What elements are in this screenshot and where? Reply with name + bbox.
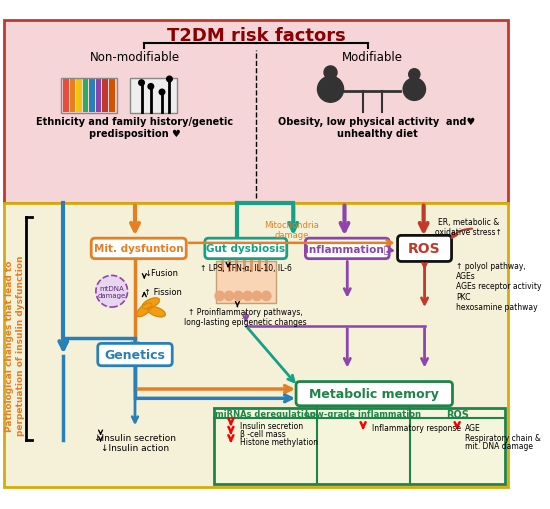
FancyBboxPatch shape [98,344,172,366]
Text: InflammationⓂ: InflammationⓂ [305,244,390,254]
Text: Obesity, low physical activity  and♥
unhealthy diet: Obesity, low physical activity and♥ unhe… [278,117,476,138]
Text: Mit. dysfuntion: Mit. dysfuntion [94,244,184,254]
FancyBboxPatch shape [398,236,452,262]
FancyBboxPatch shape [216,261,276,304]
Circle shape [215,292,224,301]
Text: ROS: ROS [446,409,469,419]
Ellipse shape [147,307,166,317]
FancyBboxPatch shape [90,80,95,112]
Circle shape [409,70,420,81]
FancyBboxPatch shape [4,204,508,487]
FancyBboxPatch shape [296,382,453,406]
Text: T2DM risk factors: T2DM risk factors [167,27,345,45]
FancyBboxPatch shape [91,239,186,259]
Circle shape [96,276,128,307]
Text: Genetics: Genetics [104,348,166,361]
Text: Insulin secretion: Insulin secretion [240,421,304,430]
Text: Respiratory chain &: Respiratory chain & [465,433,541,442]
Text: Modifiable: Modifiable [342,51,403,64]
Circle shape [167,77,172,82]
Circle shape [224,292,234,301]
Circle shape [243,292,252,301]
Ellipse shape [142,298,160,309]
FancyBboxPatch shape [83,80,89,112]
FancyBboxPatch shape [102,80,108,112]
Text: Histone methylation: Histone methylation [240,438,318,446]
Text: ↓Insulin secretion
↓Insulin action: ↓Insulin secretion ↓Insulin action [94,433,176,453]
FancyBboxPatch shape [70,80,75,112]
Text: Ethnicity and family history/genetic
predisposition ♥: Ethnicity and family history/genetic pre… [36,117,234,138]
Circle shape [234,292,243,301]
Text: ↓Fusion: ↓Fusion [144,269,178,277]
Circle shape [403,79,426,101]
FancyBboxPatch shape [63,80,69,112]
Text: ↑ LPS, TFN-α, IL-10, IL-6: ↑ LPS, TFN-α, IL-10, IL-6 [200,264,292,273]
Circle shape [139,81,144,87]
Text: Low-grade inflammation: Low-grade inflammation [305,409,421,418]
FancyBboxPatch shape [205,239,287,259]
Circle shape [159,90,165,96]
Text: miRNAs deregulation: miRNAs deregulation [215,409,316,418]
Circle shape [148,84,153,90]
Text: β -cell mass: β -cell mass [240,429,286,438]
Text: ↑ polyol pathway,
AGEs
AGEs receptor activity
PKC
hexosamine pathway: ↑ polyol pathway, AGEs AGEs receptor act… [456,261,542,312]
FancyBboxPatch shape [96,80,102,112]
Text: mtDNA
damage: mtDNA damage [97,285,126,298]
Text: ↑ Fission: ↑ Fission [144,287,182,296]
Circle shape [317,77,344,103]
Circle shape [252,292,262,301]
Text: Non-modifiable: Non-modifiable [90,51,180,64]
Text: Metabolic memory: Metabolic memory [309,387,439,401]
FancyBboxPatch shape [214,408,505,484]
FancyBboxPatch shape [109,80,114,112]
FancyBboxPatch shape [305,239,389,259]
Text: ↑ Proinflammatory pathways,
long-lasting epigenetic changes: ↑ Proinflammatory pathways, long-lasting… [184,307,307,327]
FancyBboxPatch shape [76,80,82,112]
Text: AGE: AGE [465,423,480,433]
Text: mit. DNA damage: mit. DNA damage [465,441,532,450]
Text: Gut dysbiosis: Gut dysbiosis [206,244,285,254]
Text: Pathological changes that lead to
perpetuation of insulin dysfunction: Pathological changes that lead to perpet… [5,256,25,436]
Text: Mitochondria
damage: Mitochondria damage [264,220,319,240]
Ellipse shape [137,303,152,317]
FancyBboxPatch shape [130,79,177,114]
FancyBboxPatch shape [4,21,508,204]
Text: Inflammatory response: Inflammatory response [372,423,461,433]
Circle shape [262,292,271,301]
Text: ROS: ROS [408,242,441,256]
Text: ER, metabolic &
oxidative stress↑: ER, metabolic & oxidative stress↑ [435,217,502,237]
Circle shape [324,67,337,80]
